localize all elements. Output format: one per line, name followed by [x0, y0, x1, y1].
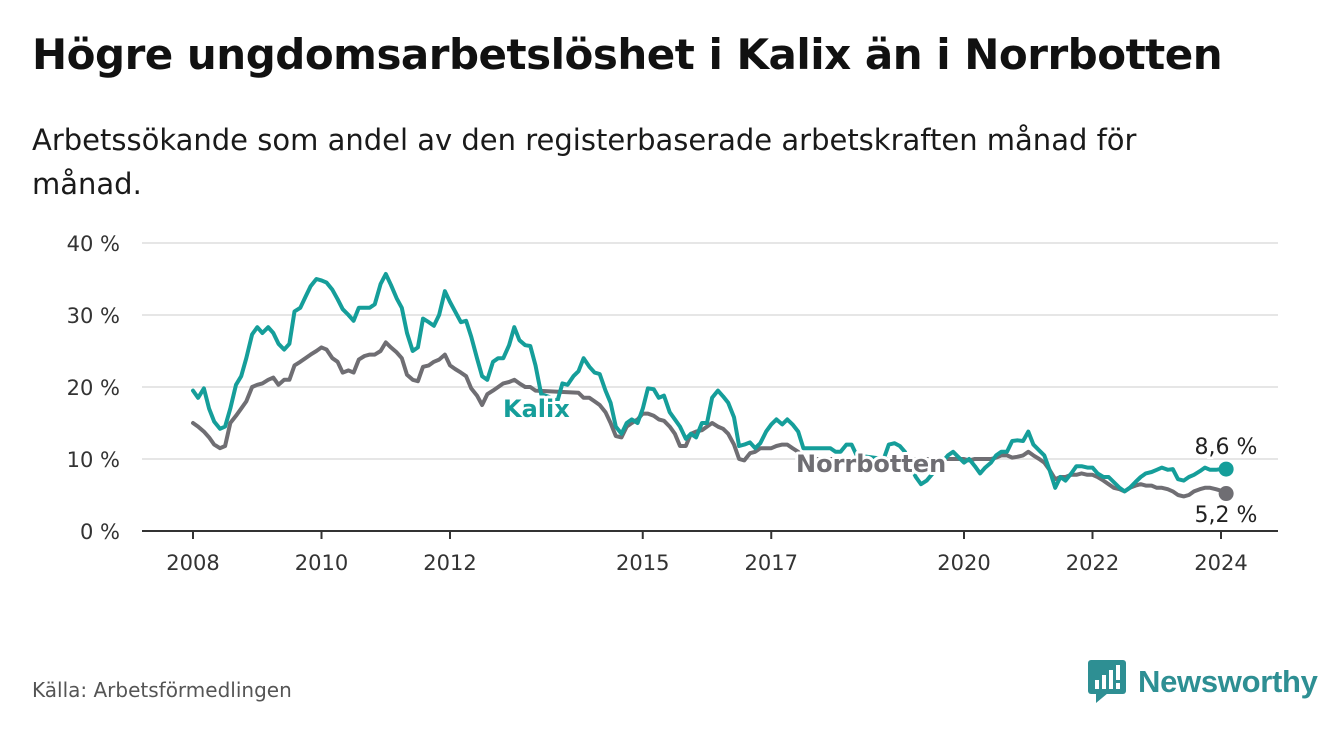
x-tick-label: 2010	[295, 551, 348, 575]
value-label-norrbotten: 5,2 %	[1195, 503, 1258, 528]
axis-layer: 0 % 10 % 20 % 30 % 40 % 2008 2010 2012 2015 2017 2…	[67, 232, 1278, 575]
x-tick-label: 2017	[745, 551, 798, 575]
series-label-kalix: Kalix	[503, 395, 570, 423]
source-note: Källa: Arbetsförmedlingen	[32, 678, 292, 702]
x-tick-label: 2020	[937, 551, 990, 575]
y-tick-label: 0 %	[80, 520, 120, 544]
x-tick-label: 2015	[616, 551, 669, 575]
grid-layer	[142, 242, 1278, 460]
end-point-norrbotten	[1218, 486, 1234, 502]
page-title: Högre ungdomsarbetslöshet i Kalix än i N…	[32, 30, 1223, 79]
end-point-kalix	[1218, 461, 1234, 477]
series-line-norrbotten	[191, 340, 1229, 499]
x-tick-label: 2022	[1066, 551, 1119, 575]
y-tick-label: 30 %	[67, 304, 120, 328]
brand-logo[interactable]: Newsworthy	[1088, 660, 1318, 704]
series-line-kalix	[191, 272, 1229, 494]
value-label-kalix: 8,6 %	[1195, 435, 1258, 460]
x-tick-label: 2024	[1194, 551, 1247, 575]
label-layer: Kalix Norrbotten 8,6 % 5,2 %	[500, 392, 1260, 531]
newsworthy-logo-icon	[1088, 660, 1126, 703]
page-subtitle: Arbetssökande som andel av den registerb…	[32, 123, 1137, 201]
y-tick-label: 20 %	[67, 376, 120, 400]
series-layer	[191, 272, 1234, 502]
x-tick-label: 2012	[423, 551, 476, 575]
y-tick-label: 40 %	[67, 232, 120, 256]
y-tick-label: 10 %	[67, 448, 120, 472]
series-label-norrbotten: Norrbotten	[796, 450, 946, 478]
brand-name: Newsworthy	[1138, 664, 1318, 699]
x-tick-label: 2008	[166, 551, 219, 575]
